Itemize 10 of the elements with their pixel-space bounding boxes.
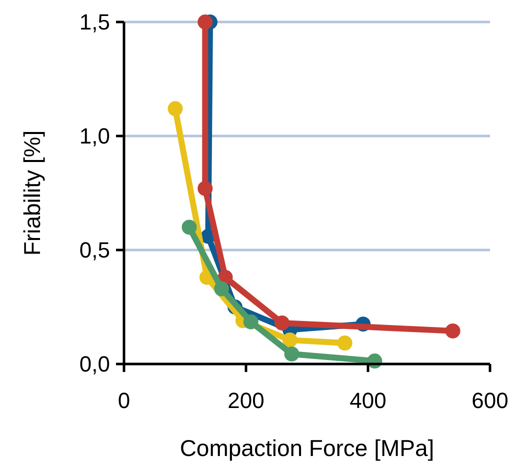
x-tick-label: 200: [228, 388, 264, 413]
y-tick-label: 1,0: [79, 124, 110, 148]
y-tick-label: 1,5: [79, 10, 110, 34]
x-axis-title: Compaction Force [MPa]: [180, 435, 434, 461]
y-tick-label: 0,0: [79, 352, 110, 376]
y-tick-label: 0,5: [79, 238, 110, 262]
x-tick-label: 600: [472, 388, 508, 413]
x-tick-label: 0: [118, 388, 130, 413]
x-tick-label: 400: [350, 388, 386, 413]
y-axis-title: Friability [%]: [19, 130, 45, 256]
